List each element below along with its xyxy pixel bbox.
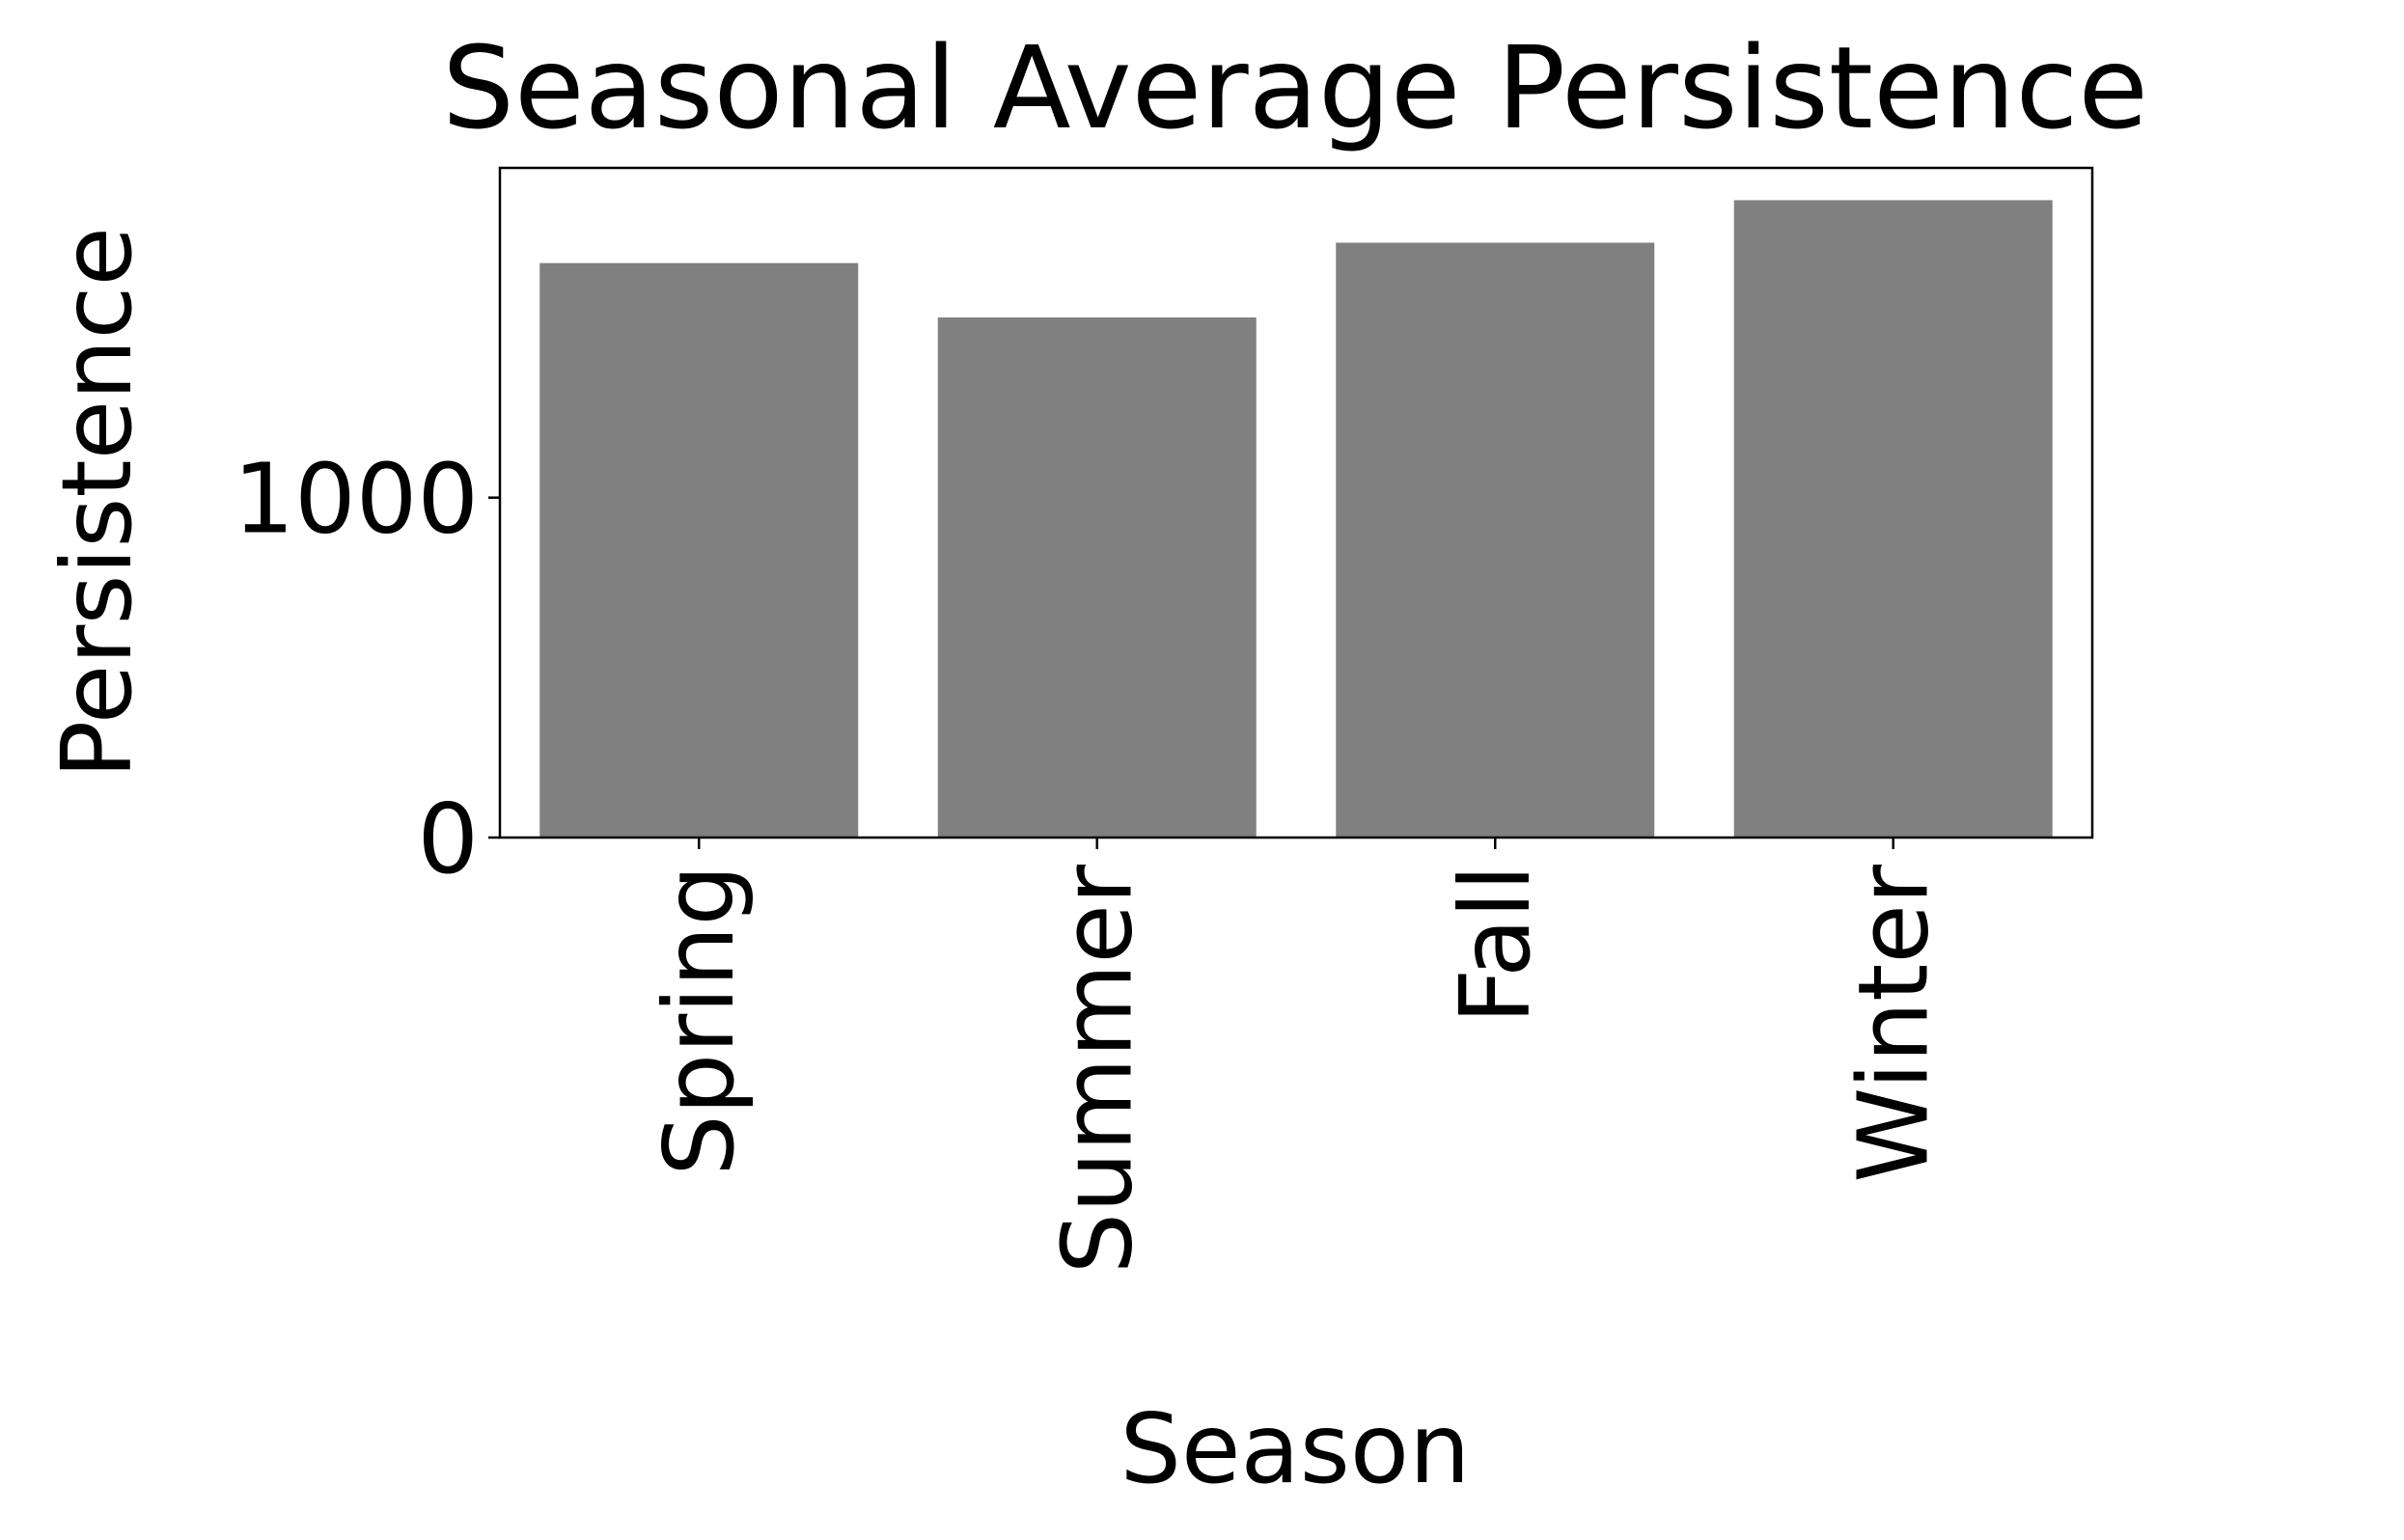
chart-title: Seasonal Average Persistence bbox=[442, 21, 2148, 154]
x-tick-label: Spring bbox=[643, 865, 756, 1176]
bar-spring bbox=[539, 262, 859, 838]
y-axis-label: Persistence bbox=[41, 227, 153, 779]
x-tick-label: Summer bbox=[1040, 864, 1153, 1274]
bars-layer bbox=[539, 200, 2053, 838]
bar-winter bbox=[1733, 200, 2053, 838]
bar-summer bbox=[937, 317, 1257, 838]
bar-fall bbox=[1336, 242, 1655, 838]
plot-area-frame bbox=[498, 166, 2094, 839]
x-tick-label: Fall bbox=[1439, 865, 1552, 1024]
x-axis-label: Season bbox=[1120, 1392, 1471, 1505]
y-tick-label: 0 bbox=[417, 783, 479, 895]
x-axis: Spring Summer Fall Winter bbox=[643, 838, 1949, 1274]
x-tick-label: Winter bbox=[1837, 864, 1949, 1183]
y-tick-label: 1000 bbox=[234, 443, 480, 556]
y-axis: 0 1000 bbox=[234, 443, 500, 895]
